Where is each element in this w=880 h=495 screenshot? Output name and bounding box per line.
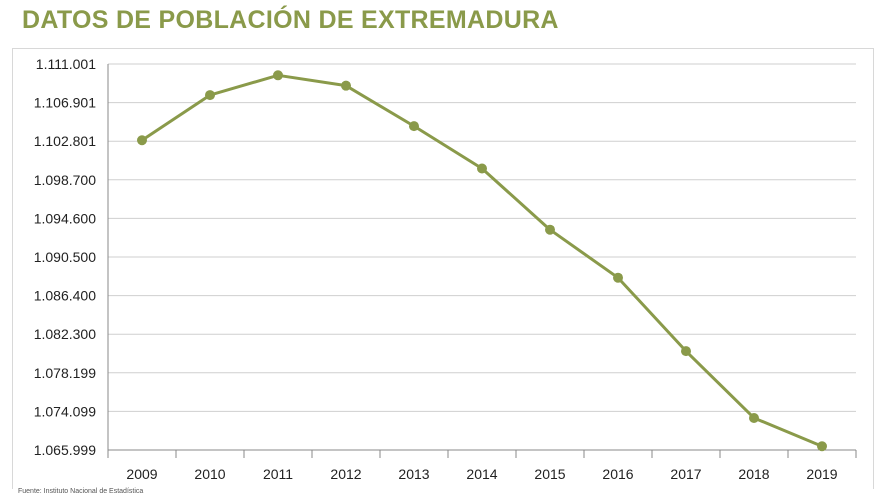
x-tick-label: 2016 — [602, 466, 633, 482]
data-point — [613, 272, 623, 283]
y-tick-label: 1.106.901 — [34, 95, 96, 111]
data-point — [545, 224, 555, 235]
x-tick-label: 2009 — [126, 466, 157, 482]
y-tick-label: 1.082.300 — [34, 326, 96, 342]
data-point — [681, 346, 691, 357]
data-point — [749, 412, 759, 423]
data-point — [409, 121, 419, 132]
data-point — [273, 70, 283, 81]
chart-frame — [12, 48, 874, 489]
data-point — [205, 90, 215, 101]
series-line — [141, 73, 823, 448]
y-tick-label: 1.111.001 — [36, 56, 96, 72]
y-tick-label: 1.065.999 — [34, 442, 96, 458]
x-tick-label: 2010 — [194, 466, 225, 482]
y-tick-label: 1.090.500 — [34, 249, 96, 265]
x-tick-label: 2011 — [263, 466, 293, 482]
y-tick-label: 1.098.700 — [34, 172, 96, 188]
x-tick-label: 2012 — [330, 466, 361, 482]
x-tick-label: 2014 — [466, 466, 497, 482]
x-tick-label: 2015 — [534, 466, 565, 482]
chart-title: DATOS DE POBLACIÓN DE EXTREMADURA — [22, 6, 559, 34]
data-point — [341, 80, 351, 91]
data-point — [477, 163, 487, 174]
data-point — [137, 135, 147, 146]
y-tick-label: 1.102.801 — [34, 133, 96, 149]
x-tick-label: 2013 — [398, 466, 429, 482]
x-tick-label: 2019 — [806, 466, 837, 482]
y-tick-label: 1.094.600 — [34, 210, 96, 226]
source-note: Fuente: Instituto Nacional de Estadístic… — [18, 488, 144, 495]
x-tick-label: 2017 — [670, 466, 701, 482]
y-tick-label: 1.086.400 — [34, 288, 96, 304]
data-point — [817, 441, 827, 452]
x-tick-label: 2018 — [738, 466, 769, 482]
y-tick-label: 1.078.199 — [34, 365, 96, 381]
y-tick-label: 1.074.099 — [34, 403, 96, 419]
